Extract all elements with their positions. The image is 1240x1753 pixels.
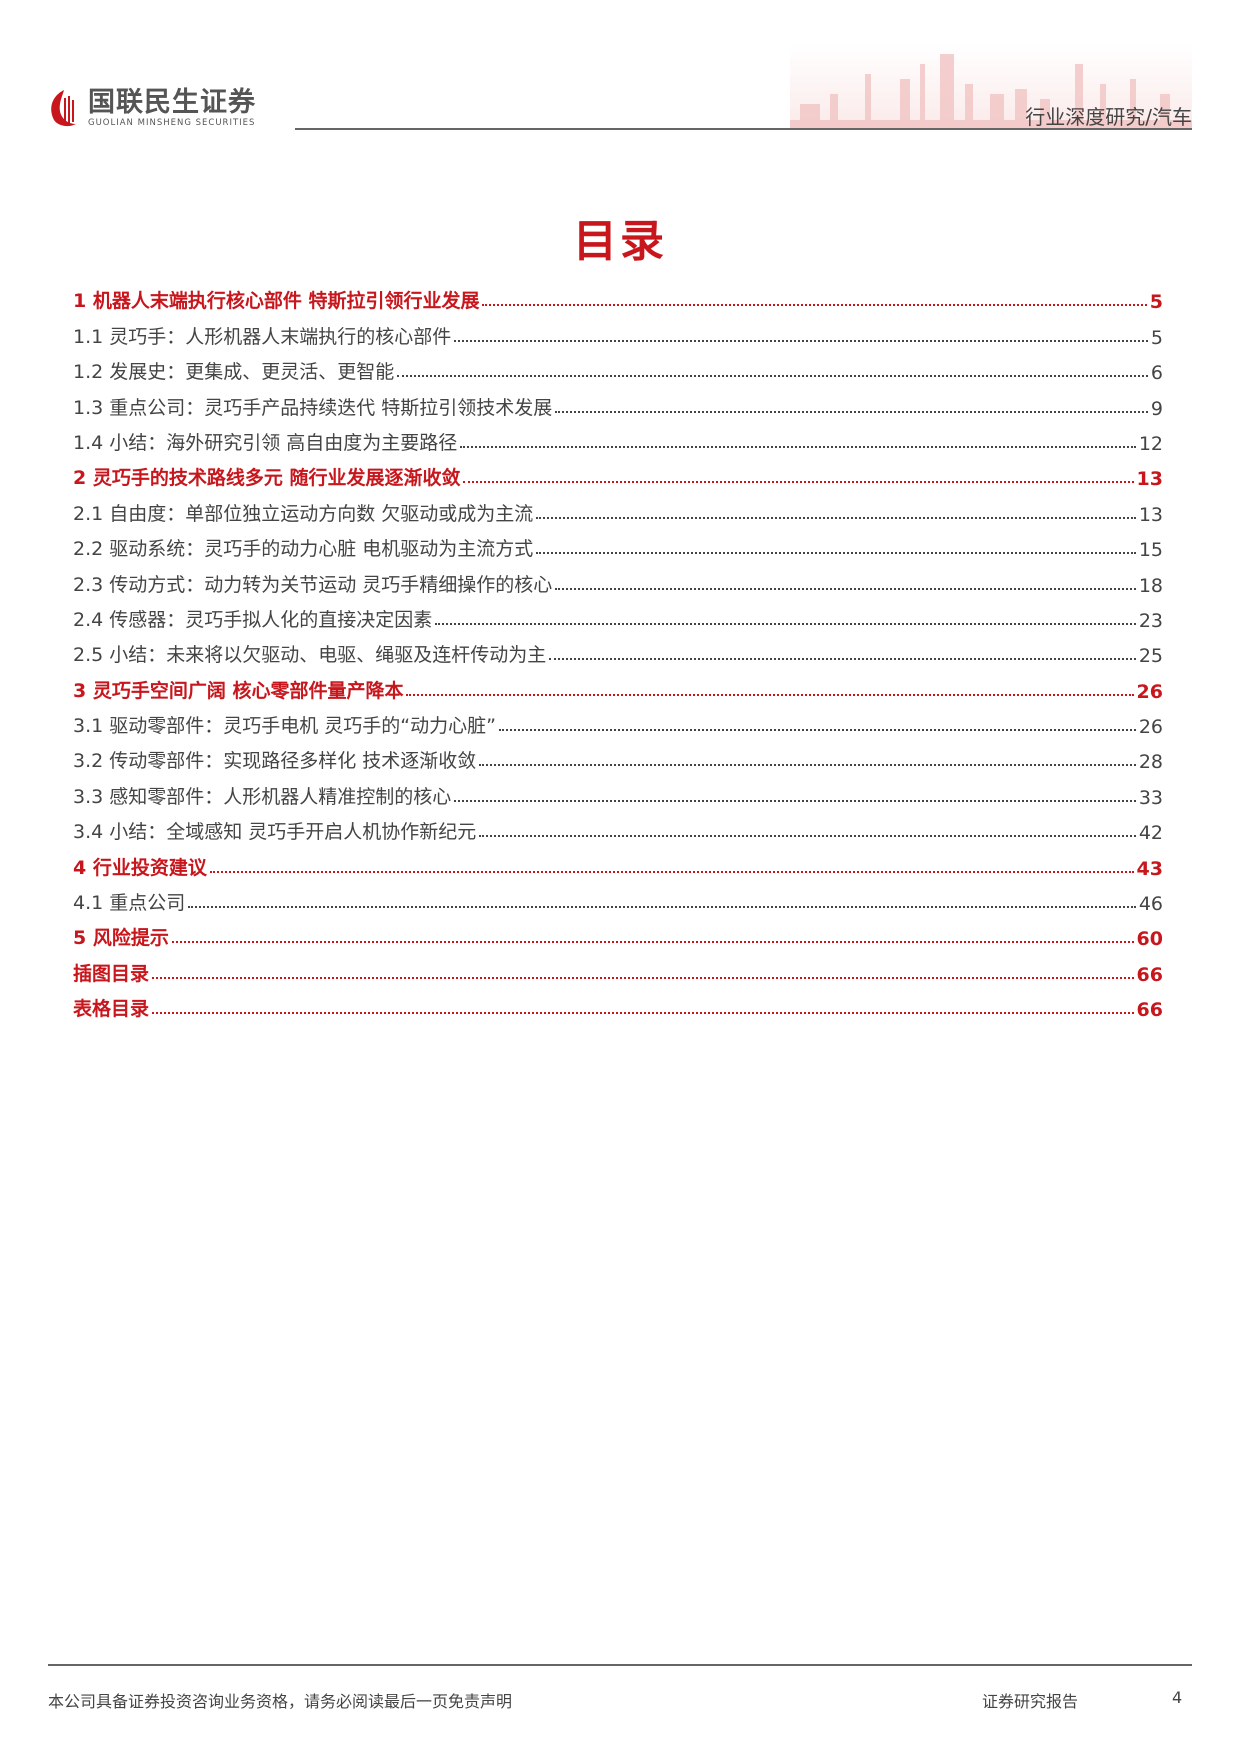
toc-entry[interactable]: 2.1 自由度：单部位独立运动方向数 欠驱动或成为主流 13 <box>73 490 1163 526</box>
logo-name-en: GUOLIAN MINSHENG SECURITIES <box>88 118 256 128</box>
toc-entry-page[interactable]: 13 <box>1136 468 1163 491</box>
toc-entry-label[interactable]: 2.3 传动方式：动力转为关节运动 灵巧手精细操作的核心 <box>73 573 553 596</box>
toc-entry-page[interactable]: 43 <box>1136 857 1163 880</box>
toc-entry[interactable]: 2.4 传感器：灵巧手拟人化的直接决定因素 23 <box>73 597 1163 632</box>
report-category: 行业深度研究/汽车 <box>1025 105 1192 129</box>
toc-entry-label[interactable]: 2.1 自由度：单部位独立运动方向数 欠驱动或成为主流 <box>73 502 534 525</box>
header-divider <box>295 128 1192 130</box>
toc-entry-label[interactable]: 插图目录 <box>73 962 150 985</box>
toc-entry[interactable]: 2.5 小结：未来将以欠驱动、电驱、绳驱及连杆传动为主 25 <box>73 632 1163 667</box>
toc-dot-leader <box>435 622 1136 625</box>
toc-entry-label[interactable]: 3.1 驱动零部件：灵巧手电机 灵巧手的“动力心脏” <box>73 715 496 738</box>
toc-entry-label[interactable]: 表格目录 <box>73 998 150 1021</box>
toc-entry-label[interactable]: 2.4 传感器：灵巧手拟人化的直接决定因素 <box>73 608 433 631</box>
toc-dot-leader <box>555 587 1136 590</box>
city-skyline-image <box>790 44 1192 128</box>
toc-entry[interactable]: 1.2 发展史：更集成、更灵活、更智能 6 <box>73 349 1163 384</box>
toc-entry-page[interactable]: 18 <box>1138 574 1163 597</box>
toc-entry[interactable]: 4 行业投资建议 43 <box>73 844 1163 880</box>
toc-entry-page[interactable]: 13 <box>1138 503 1163 526</box>
toc-dot-leader <box>454 339 1148 342</box>
toc-dot-leader <box>482 304 1147 307</box>
footer-divider <box>48 1664 1192 1666</box>
toc-entry-label[interactable]: 4 行业投资建议 <box>73 856 207 879</box>
toc-entry[interactable]: 1.1 灵巧手：人形机器人末端执行的核心部件 5 <box>73 313 1163 349</box>
toc-entry-page[interactable]: 26 <box>1138 716 1163 739</box>
toc-entry-label[interactable]: 5 风险提示 <box>73 927 169 950</box>
toc-entry-page[interactable]: 46 <box>1138 893 1163 916</box>
toc-entry[interactable]: 5 风险提示 60 <box>73 915 1163 950</box>
toc-dot-leader <box>406 693 1134 696</box>
toc-dot-leader <box>460 445 1136 448</box>
toc-entry-page[interactable]: 15 <box>1138 539 1163 562</box>
toc-entry-label[interactable]: 3.4 小结：全域感知 灵巧手开启人机协作新纪元 <box>73 821 477 844</box>
toc-entry[interactable]: 2.3 传动方式：动力转为关节运动 灵巧手精细操作的核心 18 <box>73 561 1163 597</box>
toc-dot-leader <box>549 658 1136 661</box>
toc-entry-page[interactable]: 5 <box>1149 291 1163 314</box>
toc-dot-leader <box>397 375 1148 378</box>
toc-entry-label[interactable]: 1.4 小结：海外研究引领 高自由度为主要路径 <box>73 431 458 454</box>
toc-dot-leader <box>152 976 1134 979</box>
toc-entry-label[interactable]: 3.2 传动零部件：实现路径多样化 技术逐渐收敛 <box>73 750 477 773</box>
toc-dot-leader <box>555 410 1148 413</box>
toc-entry-page[interactable]: 5 <box>1150 326 1163 349</box>
logo-flame-icon <box>46 88 82 128</box>
toc-entry[interactable]: 2 灵巧手的技术路线多元 随行业发展逐渐收敛 13 <box>73 455 1163 490</box>
toc-dot-leader <box>188 906 1136 909</box>
page-number: 4 <box>1172 1688 1183 1707</box>
toc-entry[interactable]: 表格目录 66 <box>73 986 1163 1021</box>
toc-entry-page[interactable]: 66 <box>1136 999 1163 1022</box>
toc-entry-label[interactable]: 3.3 感知零部件：人形机器人精准控制的核心 <box>73 785 452 808</box>
toc-entry-page[interactable]: 12 <box>1138 432 1163 455</box>
toc-entry[interactable]: 插图目录 66 <box>73 950 1163 986</box>
toc-entry-page[interactable]: 6 <box>1150 362 1163 385</box>
toc-dot-leader <box>536 552 1136 555</box>
footer-doc-type: 证券研究报告 <box>982 1692 1079 1711</box>
toc-entry-label[interactable]: 1.3 重点公司：灵巧手产品持续迭代 特斯拉引领技术发展 <box>73 396 553 419</box>
toc-dot-leader <box>498 729 1136 732</box>
toc-dot-leader <box>479 835 1136 838</box>
toc-entry-page[interactable]: 66 <box>1136 963 1163 986</box>
toc-entry-page[interactable]: 9 <box>1150 397 1163 420</box>
table-of-contents: 1 机器人末端执行核心部件 特斯拉引领行业发展 5 1.1 灵巧手：人形机器人末端执… <box>73 278 1163 1021</box>
toc-dot-leader <box>171 941 1134 944</box>
toc-entry[interactable]: 3 灵巧手空间广阔 核心零部件量产降本 26 <box>73 667 1163 703</box>
toc-entry-page[interactable]: 23 <box>1138 609 1163 632</box>
toc-dot-leader <box>463 481 1134 484</box>
toc-entry[interactable]: 1 机器人末端执行核心部件 特斯拉引领行业发展 5 <box>73 278 1163 313</box>
toc-entry[interactable]: 3.3 感知零部件：人形机器人精准控制的核心 33 <box>73 773 1163 809</box>
toc-entry[interactable]: 1.4 小结：海外研究引领 高自由度为主要路径 12 <box>73 420 1163 455</box>
footer-disclaimer: 本公司具备证券投资咨询业务资格，请务必阅读最后一页免责声明 <box>48 1692 513 1711</box>
toc-entry[interactable]: 3.1 驱动零部件：灵巧手电机 灵巧手的“动力心脏” 26 <box>73 703 1163 738</box>
toc-entry-page[interactable]: 33 <box>1138 786 1163 809</box>
toc-dot-leader <box>209 870 1134 873</box>
toc-entry-label[interactable]: 2 灵巧手的技术路线多元 随行业发展逐渐收敛 <box>73 467 461 490</box>
toc-entry[interactable]: 4.1 重点公司 46 <box>73 880 1163 915</box>
toc-entry-page[interactable]: 60 <box>1136 928 1163 951</box>
toc-entry-label[interactable]: 1.1 灵巧手：人形机器人末端执行的核心部件 <box>73 325 452 348</box>
toc-entry-label[interactable]: 1 机器人末端执行核心部件 特斯拉引领行业发展 <box>73 290 480 313</box>
toc-dot-leader <box>536 516 1136 519</box>
toc-entry-label[interactable]: 2.2 驱动系统：灵巧手的动力心脏 电机驱动为主流方式 <box>73 538 534 561</box>
toc-entry-label[interactable]: 2.5 小结：未来将以欠驱动、电驱、绳驱及连杆传动为主 <box>73 644 547 667</box>
toc-entry-page[interactable]: 26 <box>1136 680 1163 703</box>
toc-entry[interactable]: 3.4 小结：全域感知 灵巧手开启人机协作新纪元 42 <box>73 809 1163 844</box>
toc-dot-leader <box>454 799 1136 802</box>
toc-entry-label[interactable]: 1.2 发展史：更集成、更灵活、更智能 <box>73 361 395 384</box>
toc-entry[interactable]: 3.2 传动零部件：实现路径多样化 技术逐渐收敛 28 <box>73 738 1163 773</box>
toc-entry-page[interactable]: 28 <box>1138 751 1163 774</box>
logo-name-cn: 国联民生证券 <box>88 87 256 118</box>
toc-dot-leader <box>479 764 1136 767</box>
toc-dot-leader <box>152 1012 1134 1015</box>
toc-entry[interactable]: 1.3 重点公司：灵巧手产品持续迭代 特斯拉引领技术发展 9 <box>73 384 1163 420</box>
toc-entry-label[interactable]: 4.1 重点公司 <box>73 892 186 915</box>
toc-entry-label[interactable]: 3 灵巧手空间广阔 核心零部件量产降本 <box>73 679 404 702</box>
toc-entry-page[interactable]: 25 <box>1138 645 1163 668</box>
company-logo: 国联民生证券 GUOLIAN MINSHENG SECURITIES <box>46 88 256 128</box>
toc-title: 目录 <box>573 216 667 267</box>
toc-entry-page[interactable]: 42 <box>1138 822 1163 845</box>
toc-entry[interactable]: 2.2 驱动系统：灵巧手的动力心脏 电机驱动为主流方式 15 <box>73 526 1163 561</box>
